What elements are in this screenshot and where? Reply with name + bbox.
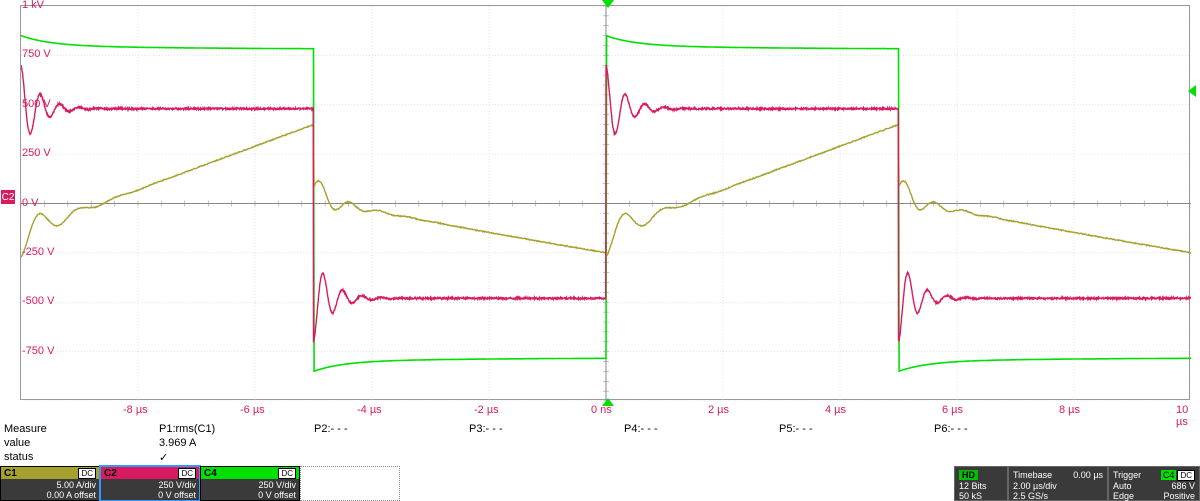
measurement-bar: Measure P1:rms(C1) P2:- - - P3:- - - P4:… (0, 422, 1200, 464)
measure-p1-label: P1:rms(C1) (159, 423, 314, 435)
measure-status-label: status (4, 451, 159, 463)
measure-p3-label: P3:- - - (469, 423, 624, 435)
timebase-rate: 2.5 GS/s (1013, 491, 1048, 501)
x-axis-label: 2 µs (708, 404, 729, 416)
x-axis-label: -8 µs (123, 404, 148, 416)
y-axis-labels: 1 kV750 V500 V250 V0 V-250 V-500 V-750 V (22, 5, 72, 400)
channel-scale-c1: 5.00 A/div (4, 480, 96, 490)
hd-box[interactable]: HD 12 Bits 50 kS (954, 466, 1008, 501)
x-axis-label: 8 µs (1059, 404, 1080, 416)
hd-bits: 12 Bits (959, 481, 1003, 491)
channel-marker-c2: C2 (1, 190, 15, 204)
measure-header: Measure (4, 423, 159, 435)
trigger-level-marker (1188, 85, 1196, 97)
hd-samples: 50 kS (959, 491, 1003, 501)
timebase-label: Timebase (1013, 470, 1052, 480)
x-axis-labels: -8 µs-6 µs-4 µs-2 µs0 ns2 µs4 µs6 µs8 µs… (20, 404, 1190, 420)
channel-scale-c4: 250 V/div (204, 480, 296, 490)
channel-label-c2: C2 (104, 468, 117, 479)
channel-offset-c1: 0.00 A offset (4, 490, 96, 500)
channel-box-c1[interactable]: C1 DC 5.00 A/div 0.00 A offset (0, 466, 100, 501)
x-axis-label: -4 µs (357, 404, 382, 416)
trigger-coupling: DC (1177, 470, 1195, 481)
measure-p5-label: P5:- - - (779, 423, 934, 435)
trigger-label: Trigger (1113, 470, 1141, 480)
x-axis-label: -6 µs (240, 404, 265, 416)
x-axis-label: 4 µs (825, 404, 846, 416)
x-axis-label: 6 µs (942, 404, 963, 416)
waveform-plot (20, 5, 1190, 400)
trigger-level: 686 V (1171, 481, 1195, 491)
trigger-src: C4 (1161, 470, 1177, 480)
y-axis-label: 0 V (22, 197, 39, 209)
channel-box-empty (300, 466, 400, 501)
timebase-scale: 2.00 µs/div (1013, 481, 1057, 491)
y-axis-label: 500 V (22, 98, 51, 110)
trigger-time-marker-bottom (602, 398, 614, 406)
y-axis-label: 250 V (22, 147, 51, 159)
trigger-mode: Auto (1113, 481, 1132, 491)
measure-p6-label: P6:- - - (934, 423, 1089, 435)
trigger-polarity: Positive (1163, 491, 1195, 501)
channel-scale-c2: 250 V/div (104, 480, 196, 490)
x-axis-label: -2 µs (474, 404, 499, 416)
waveform-svg (21, 6, 1191, 401)
channel-coupling-c1: DC (78, 468, 96, 479)
channel-offset-c2: 0 V offset (104, 490, 196, 500)
measure-p2-label: P2:- - - (314, 423, 469, 435)
timebase-box[interactable]: Timebase 0.00 µs 2.00 µs/div 2.5 GS/s (1008, 466, 1108, 501)
channel-box-c4[interactable]: C4 DC 250 V/div 0 V offset (200, 466, 300, 501)
measure-value-label: value (4, 437, 159, 449)
measure-p4-label: P4:- - - (624, 423, 779, 435)
trigger-box[interactable]: Trigger C4DC Auto 686 V Edge Positive (1108, 466, 1200, 501)
trigger-time-marker-top (602, 0, 614, 8)
hd-label: HD (959, 470, 978, 480)
channel-coupling-c4: DC (278, 468, 296, 479)
y-axis-label: 750 V (22, 48, 51, 60)
y-axis-label: 1 kV (22, 0, 44, 11)
timebase-delay: 0.00 µs (1073, 470, 1103, 480)
channel-box-c2[interactable]: C2 DC 250 V/div 0 V offset (100, 466, 200, 501)
trigger-slope: Edge (1113, 491, 1134, 501)
channel-offset-c4: 0 V offset (204, 490, 296, 500)
info-panel: HD 12 Bits 50 kS Timebase 0.00 µs 2.00 µ… (954, 466, 1200, 501)
measure-p1-status: ✓ (159, 451, 314, 464)
y-axis-label: -500 V (22, 295, 54, 307)
y-axis-label: -250 V (22, 246, 54, 258)
y-axis-label: -750 V (22, 345, 54, 357)
channel-coupling-c2: DC (178, 468, 196, 479)
channel-label-c1: C1 (4, 468, 17, 479)
measure-p1-value: 3.969 A (159, 437, 314, 449)
channel-label-c4: C4 (204, 468, 217, 479)
